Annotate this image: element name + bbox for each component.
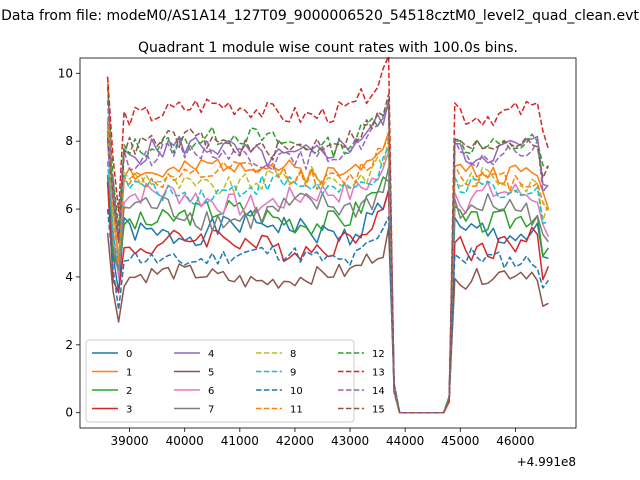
legend-label-0: 0 [126, 349, 132, 360]
legend-label-2: 2 [126, 386, 132, 397]
series-line-0 [106, 175, 549, 414]
x-tick-label: 39000 [111, 434, 149, 448]
y-tick-label: 4 [65, 270, 73, 284]
legend-label-12: 12 [372, 349, 385, 360]
legend-label-8: 8 [290, 349, 296, 360]
figure-suptitle: Data from file: modeM0/AS1A14_127T09_900… [1, 8, 639, 24]
series-line-3 [106, 181, 550, 414]
series-line-11 [106, 124, 550, 414]
x-tick-label: 40000 [166, 434, 204, 448]
legend-label-9: 9 [290, 368, 296, 379]
axes-frame [79, 57, 577, 429]
series-line-1 [106, 76, 550, 414]
x-tick-label: 42000 [276, 434, 314, 448]
y-tick-label: 6 [65, 202, 73, 216]
legend-frame [85, 339, 355, 423]
series-line-4 [106, 99, 549, 414]
legend-label-5: 5 [208, 368, 214, 379]
y-tick-label: 8 [65, 134, 73, 148]
x-axis: 39000 40000 41000 42000 43000 44000 45000 46000 [111, 428, 534, 448]
chart-title: Quadrant 1 module wise count rates with … [138, 40, 518, 56]
x-offset-label: +4.991e8 [517, 455, 576, 469]
series-line-7 [106, 120, 550, 414]
legend-label-4: 4 [208, 349, 214, 360]
series-line-14 [106, 100, 550, 414]
y-axis: 0 2 4 6 8 10 [58, 66, 80, 420]
legend-label-6: 6 [208, 386, 214, 397]
x-tick-label: 44000 [386, 434, 424, 448]
series-line-10 [106, 209, 550, 414]
series-line-9 [106, 146, 549, 414]
y-tick-label: 10 [58, 66, 73, 80]
legend-label-1: 1 [126, 368, 132, 379]
legend-label-7: 7 [208, 405, 214, 416]
legend-label-11: 11 [290, 405, 303, 416]
series-layer [106, 55, 550, 414]
x-tick-label: 45000 [441, 434, 479, 448]
legend-label-15: 15 [372, 405, 385, 416]
legend-label-3: 3 [126, 405, 132, 416]
series-line-8 [106, 117, 550, 414]
legend-label-10: 10 [290, 386, 303, 397]
series-line-5 [106, 227, 549, 414]
y-tick-label: 2 [65, 338, 73, 352]
series-line-6 [106, 141, 550, 414]
x-tick-label: 43000 [331, 434, 369, 448]
legend-label-13: 13 [372, 368, 385, 379]
series-line-2 [106, 130, 550, 414]
series-line-15 [106, 93, 550, 414]
x-tick-label: 46000 [496, 434, 534, 448]
series-line-13 [106, 55, 550, 414]
x-tick-label: 41000 [221, 434, 259, 448]
y-tick-label: 0 [65, 406, 73, 420]
series-line-12 [106, 86, 549, 414]
legend-label-14: 14 [372, 386, 385, 397]
